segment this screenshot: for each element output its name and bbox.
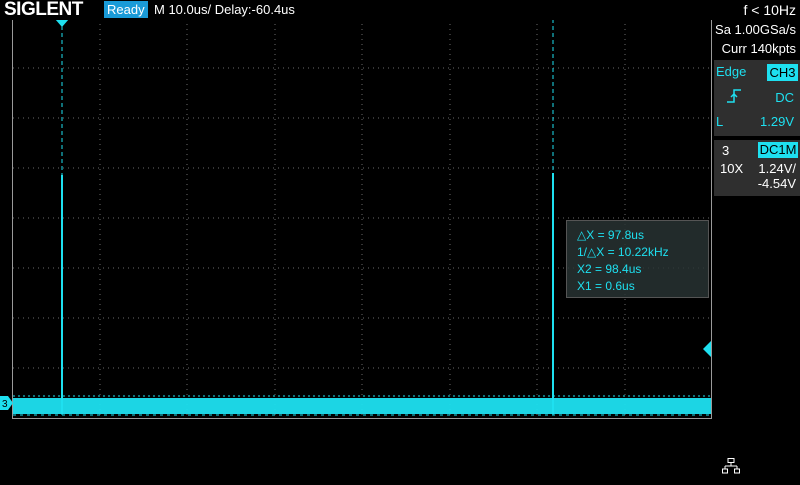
waveform-baseline <box>13 398 711 414</box>
channel-number: 3 <box>722 143 730 158</box>
probe-attenuation: 10X <box>720 161 744 176</box>
trigger-panel[interactable]: Edge CH3 DC L 1.29V <box>714 60 800 136</box>
volts-per-division: 1.24V/ <box>758 161 796 176</box>
network-icon <box>722 458 740 474</box>
trigger-coupling: DC <box>775 90 794 105</box>
network-status[interactable] <box>714 440 800 480</box>
trigger-level-value: 1.29V <box>760 114 794 129</box>
cursor-x2-value: X2 = 98.4us <box>577 262 642 276</box>
sample-rate: Sa 1.00GSa/s <box>715 22 796 37</box>
grid-frame <box>12 18 712 419</box>
timebase-readout[interactable]: M 10.0us/ Delay:-60.4us <box>154 2 295 17</box>
grid-lines <box>13 19 711 418</box>
trigger-frequency-readout: f < 10Hz <box>743 2 796 18</box>
rising-edge-icon <box>727 89 741 103</box>
cursor-measurement-box: △X = 97.8us 1/△X = 10.22kHz X2 = 98.4us … <box>566 220 709 298</box>
trigger-type: Edge <box>716 64 747 79</box>
channel-offset-marker[interactable]: 3 <box>0 396 13 410</box>
trigger-level-marker[interactable] <box>703 341 711 357</box>
trigger-position-marker[interactable] <box>55 19 69 27</box>
acquisition-info[interactable]: Sa 1.00GSa/s Curr 140kpts <box>714 20 800 60</box>
svg-text:3: 3 <box>2 399 8 410</box>
brand-logo: SIGLENT <box>4 0 83 20</box>
cursor-x1-value: X1 = 0.6us <box>577 279 635 293</box>
trigger-level-label: L <box>716 114 724 129</box>
memory-depth: Curr 140kpts <box>721 41 796 56</box>
trigger-source-badge: CH3 <box>767 64 798 81</box>
cursor-delta-x: △X = 97.8us <box>577 228 644 242</box>
top-status-bar: SIGLENT Ready M 10.0us/ Delay:-60.4us f … <box>0 0 800 20</box>
channel-3-panel[interactable]: 3 DC1M 10X 1.24V/ -4.54V <box>714 140 800 196</box>
channel-offset: -4.54V <box>757 176 796 191</box>
channel-coupling-badge: DC1M <box>758 142 798 158</box>
run-status-badge[interactable]: Ready <box>104 1 148 18</box>
waveform-noise <box>13 395 711 416</box>
cursor-inverse-delta-x: 1/△X = 10.22kHz <box>577 245 669 259</box>
